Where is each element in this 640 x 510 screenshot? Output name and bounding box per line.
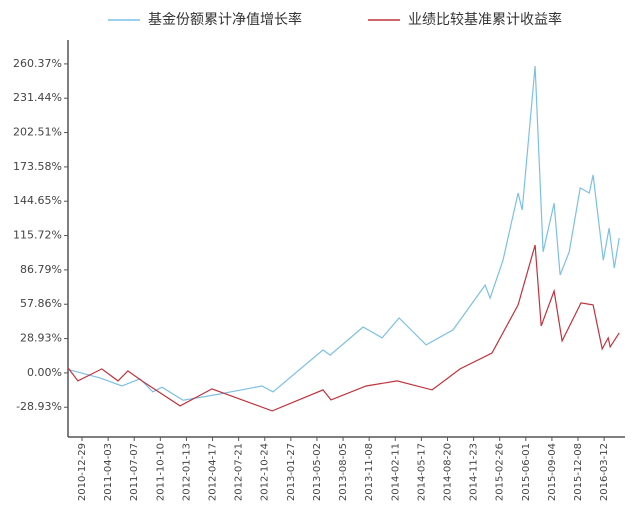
x-tick-label: 2012-07-21 xyxy=(234,443,245,501)
x-tick-label: 2010-12-29 xyxy=(77,443,88,501)
x-tick-label: 2011-10-10 xyxy=(155,443,166,501)
x-tick-label: 2016-03-12 xyxy=(599,443,610,501)
x-tick-label: 2015-09-04 xyxy=(547,443,558,501)
y-tick-label: 0.00% xyxy=(27,366,62,379)
x-tick-label: 2012-04-17 xyxy=(208,443,219,501)
x-tick-label: 2013-01-27 xyxy=(286,443,297,501)
y-tick-label: 28.93% xyxy=(20,332,62,345)
legend-text: 业绩比较基准累计收益率 xyxy=(408,11,562,28)
x-tick-label: 2015-02-26 xyxy=(495,443,506,501)
y-tick-label: 115.72% xyxy=(13,229,62,242)
y-tick-label: 173.58% xyxy=(13,160,62,173)
x-tick-label: 2014-02-11 xyxy=(390,443,401,501)
y-tick-label: 231.44% xyxy=(13,91,62,104)
series-line xyxy=(69,65,620,401)
x-tick-label: 2014-08-20 xyxy=(442,443,453,501)
x-tick-label: 2014-11-23 xyxy=(469,443,480,501)
x-tick-label: 2013-11-08 xyxy=(364,443,375,501)
y-tick-label: 144.65% xyxy=(13,194,62,207)
y-tick-label: 260.37% xyxy=(13,57,62,70)
y-tick-label: 57.86% xyxy=(20,297,62,310)
series-line xyxy=(67,244,620,412)
x-tick-label: 2014-05-17 xyxy=(416,443,427,501)
x-tick-label: 2011-07-07 xyxy=(129,443,140,501)
y-tick-label: -28.93% xyxy=(16,400,62,413)
x-tick-label: 2013-08-05 xyxy=(338,443,349,501)
legend-text: 基金份额累计净值增长率 xyxy=(148,11,302,28)
y-tick-label: 202.51% xyxy=(13,126,62,139)
x-tick-label: 2012-10-24 xyxy=(260,443,271,501)
x-tick-label: 2015-12-08 xyxy=(573,443,584,501)
x-tick-label: 2011-04-03 xyxy=(103,443,114,501)
x-tick-label: 2013-05-02 xyxy=(312,443,323,501)
x-tick-label: 2012-01-13 xyxy=(181,443,192,501)
y-tick-label: 86.79% xyxy=(20,263,62,276)
x-tick-label: 2015-06-01 xyxy=(521,443,532,501)
